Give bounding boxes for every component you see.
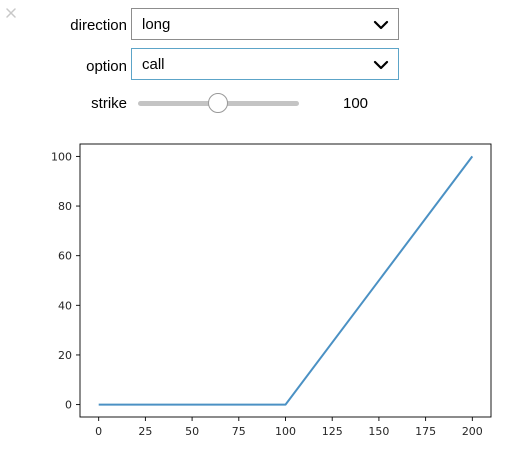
x-tick-label: 25 bbox=[138, 425, 152, 438]
plot-frame bbox=[79, 143, 492, 418]
option-dropdown[interactable]: call bbox=[131, 48, 399, 80]
x-tick-label: 175 bbox=[415, 425, 436, 438]
y-tick-label: 100 bbox=[51, 150, 72, 163]
strike-value-readout: 100 bbox=[343, 95, 369, 112]
x-tick-label: 75 bbox=[232, 425, 246, 438]
x-tick-label: 100 bbox=[275, 425, 296, 438]
payoff-line bbox=[98, 155, 474, 406]
x-tick-label: 150 bbox=[368, 425, 389, 438]
y-tick-label: 0 bbox=[65, 399, 72, 412]
strike-slider-handle[interactable] bbox=[208, 93, 228, 113]
chevron-down-icon bbox=[373, 60, 389, 70]
option-label: option bbox=[86, 58, 127, 75]
y-tick-label: 60 bbox=[58, 250, 72, 263]
y-tick-label: 40 bbox=[58, 299, 72, 312]
direction-dropdown[interactable]: long bbox=[131, 8, 399, 40]
x-tick-label: 200 bbox=[462, 425, 483, 438]
y-tick-label: 20 bbox=[58, 349, 72, 362]
x-tick-label: 50 bbox=[185, 425, 199, 438]
chevron-down-icon bbox=[373, 20, 389, 30]
strike-label: strike bbox=[91, 95, 127, 112]
option-value: call bbox=[142, 56, 165, 73]
direction-label: direction bbox=[70, 17, 127, 34]
direction-value: long bbox=[142, 16, 171, 33]
close-icon[interactable] bbox=[4, 6, 18, 20]
x-tick-label: 125 bbox=[322, 425, 343, 438]
y-tick-label: 80 bbox=[58, 200, 72, 213]
x-tick-label: 0 bbox=[95, 425, 102, 438]
